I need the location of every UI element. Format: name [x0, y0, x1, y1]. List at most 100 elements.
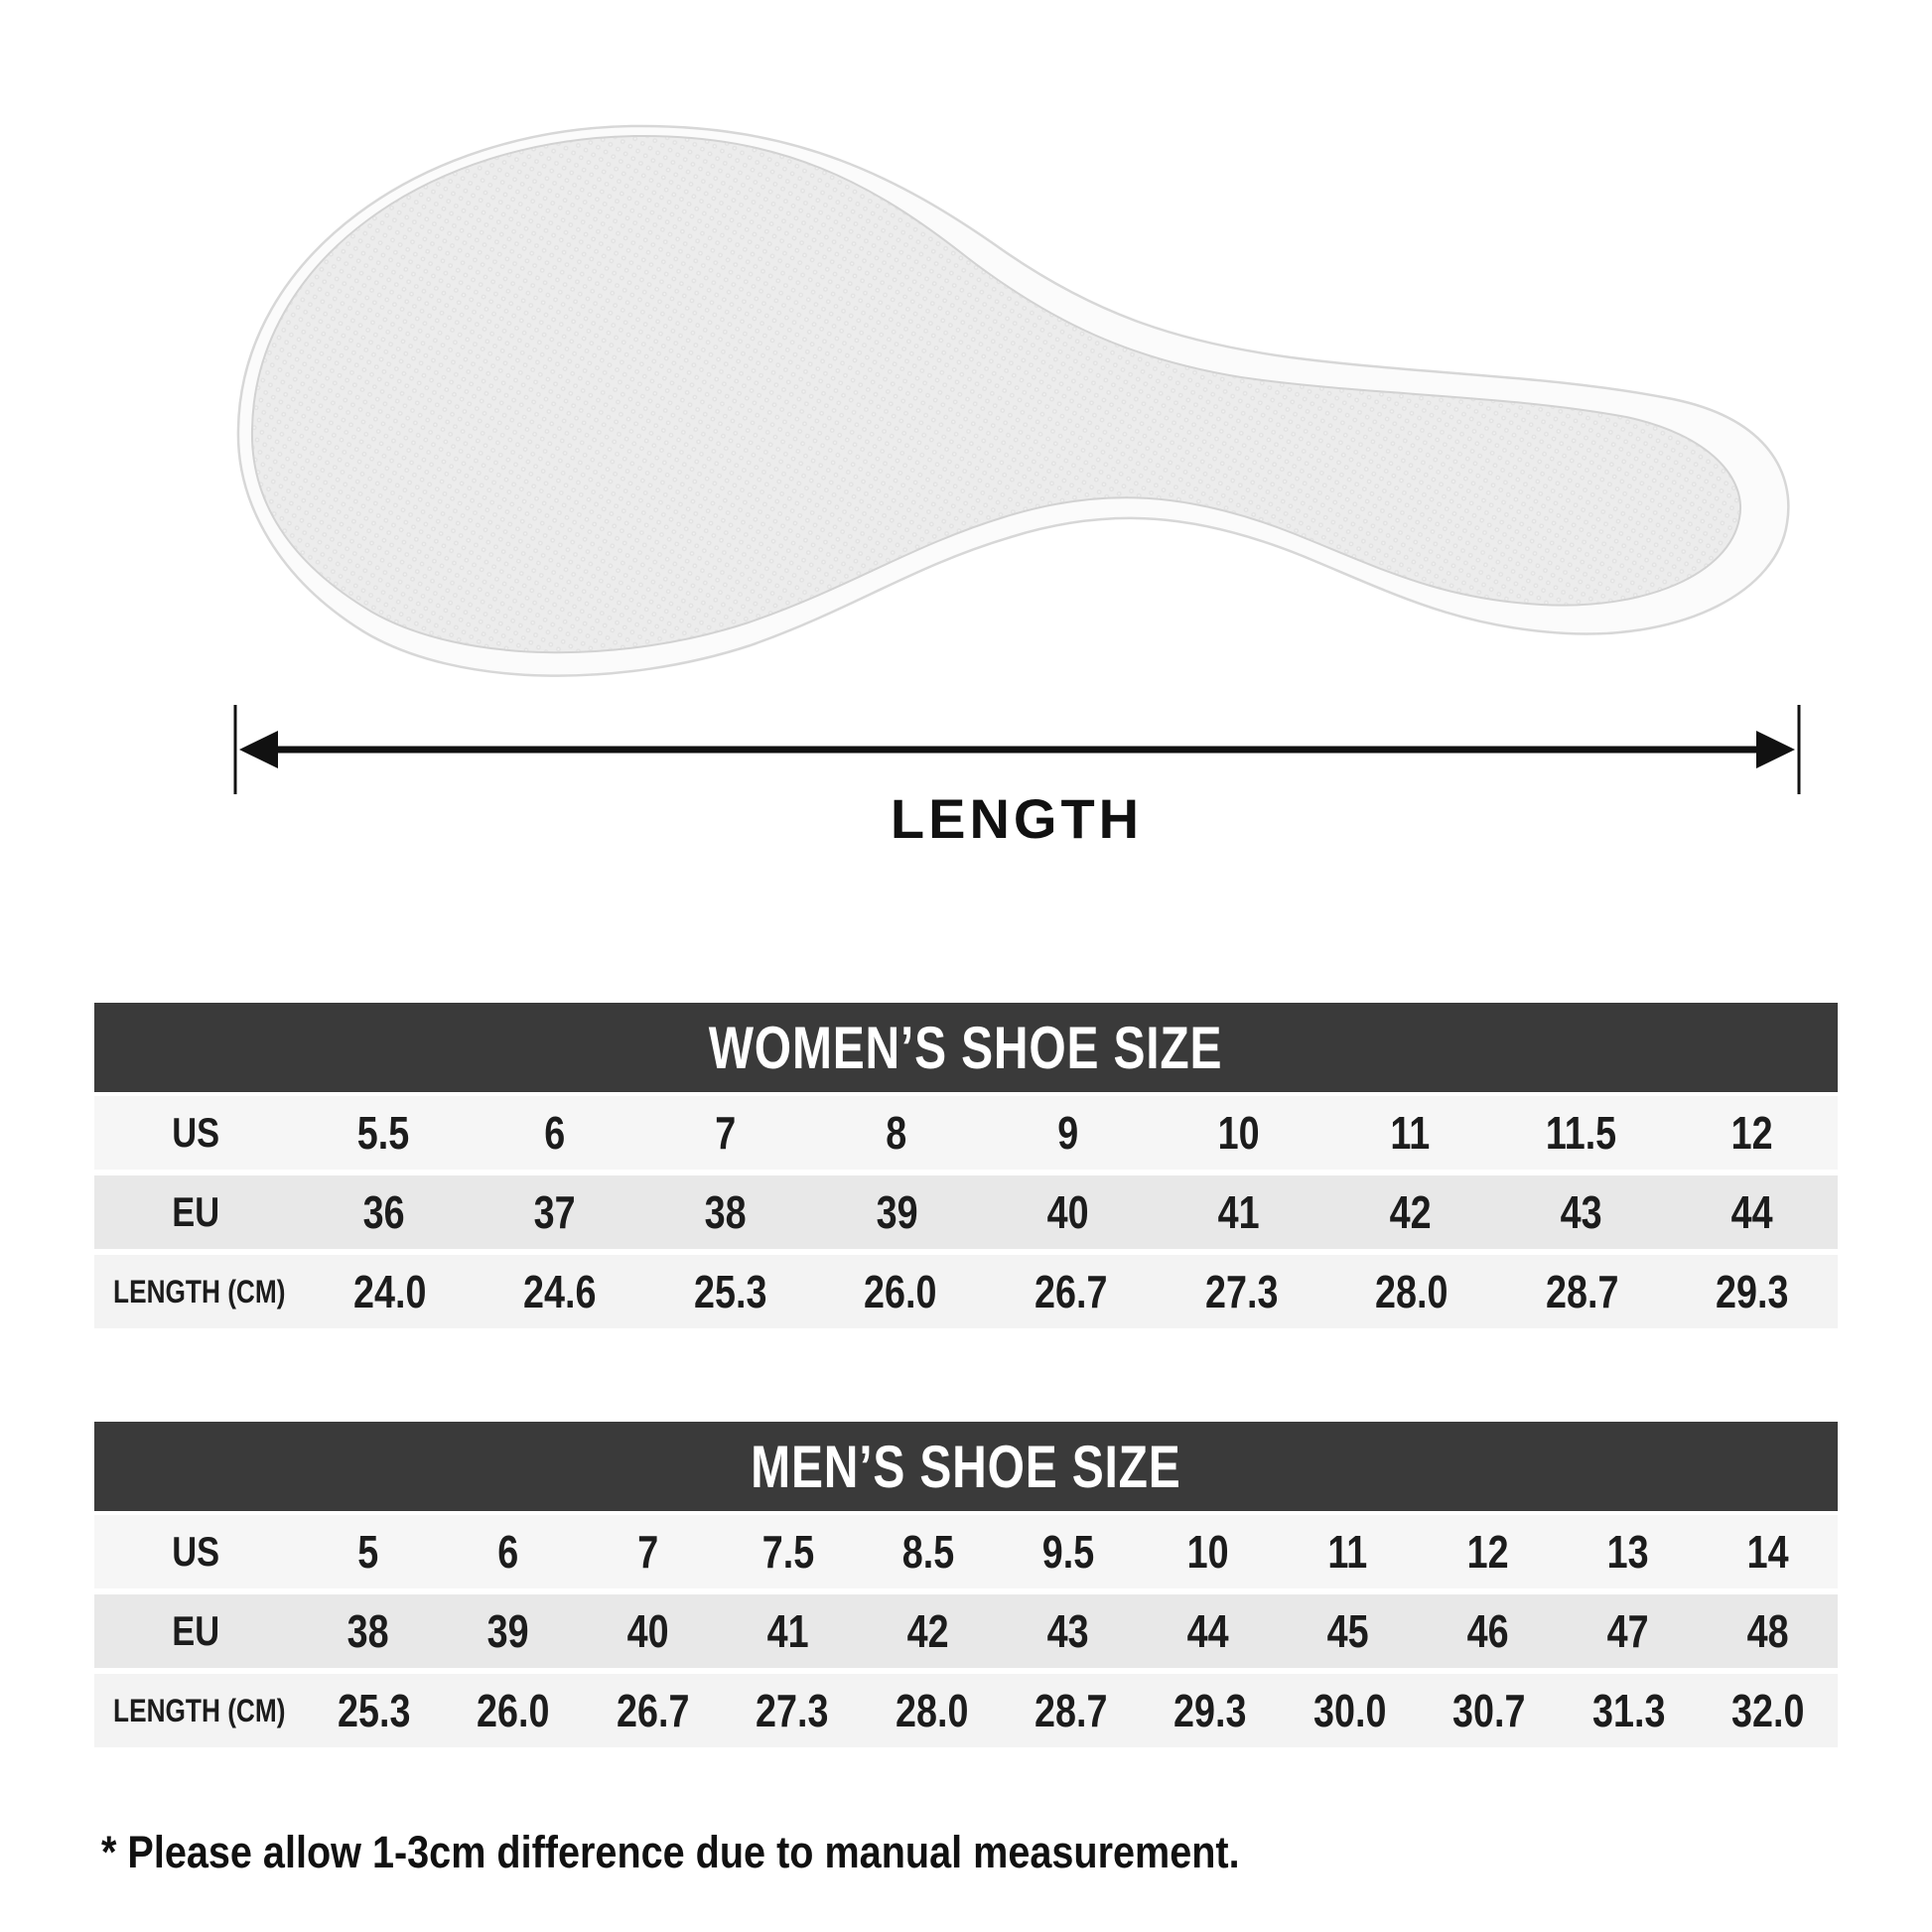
size-cell-text: 8.5	[901, 1526, 954, 1578]
table-row: EU 36 37 38 39 40 41 42 43 44	[94, 1175, 1838, 1249]
size-cell-text: 11.5	[1545, 1107, 1617, 1159]
size-cell-text: 5.5	[356, 1107, 410, 1159]
size-cell-text: 27.3	[756, 1685, 829, 1736]
size-cell-text: 26.7	[1035, 1266, 1108, 1317]
size-cell-text: 43	[1046, 1605, 1089, 1657]
row-label: EU	[94, 1188, 298, 1236]
size-cell-text: 6	[543, 1107, 565, 1159]
size-cell-text: 38	[704, 1186, 747, 1238]
size-cell: 39	[811, 1185, 982, 1239]
size-cell: 11	[1324, 1106, 1495, 1160]
size-cell: 29.3	[1141, 1684, 1280, 1737]
size-cell-text: 9	[1056, 1107, 1078, 1159]
insole-image	[0, 0, 1932, 755]
size-cell: 37	[469, 1185, 639, 1239]
arrow-head-right	[1756, 731, 1795, 768]
size-cell: 7.5	[718, 1525, 858, 1579]
size-cell-text: 40	[1046, 1186, 1089, 1238]
size-cell: 45	[1278, 1604, 1418, 1658]
size-cell: 9	[982, 1106, 1153, 1160]
size-cell-text: 41	[766, 1605, 809, 1657]
double-arrow-horizontal-icon	[233, 705, 1801, 794]
size-cell-text: 29.3	[1716, 1266, 1789, 1317]
size-cell: 8	[811, 1106, 982, 1160]
womens-table-title: WOMEN’S SHOE SIZE	[94, 1003, 1838, 1092]
size-cell-text: 25.3	[338, 1685, 411, 1736]
size-cell: 10	[1138, 1525, 1278, 1579]
size-cell-text: 48	[1746, 1605, 1789, 1657]
size-cell: 38	[640, 1185, 811, 1239]
size-cell-text: 27.3	[1204, 1266, 1279, 1317]
size-cell-text: 26.0	[477, 1685, 550, 1736]
size-cell: 32.0	[1699, 1684, 1838, 1737]
size-cell-text: 12	[1466, 1526, 1509, 1578]
size-cell: 26.7	[986, 1265, 1157, 1318]
size-cell: 38	[298, 1604, 438, 1658]
size-cell: 42	[858, 1604, 998, 1658]
size-cell: 44	[1667, 1185, 1838, 1239]
size-cell: 42	[1324, 1185, 1495, 1239]
size-cell: 27.3	[1157, 1265, 1327, 1318]
row-label: LENGTH (CM)	[94, 1693, 305, 1729]
size-cell: 28.0	[862, 1684, 1001, 1737]
size-cell: 40	[578, 1604, 718, 1658]
mens-size-table: MEN’S SHOE SIZE US 5 6 7 7.5 8.5 9.5 10 11 12 13 14…	[94, 1422, 1838, 1753]
size-cell-text: 42	[1389, 1186, 1432, 1238]
mens-table-title-text: MEN’S SHOE SIZE	[751, 1433, 1181, 1500]
size-cell: 10	[1154, 1106, 1324, 1160]
mens-table-title: MEN’S SHOE SIZE	[94, 1422, 1838, 1511]
size-cell-text: 11	[1390, 1107, 1431, 1159]
size-cell: 28.7	[1002, 1684, 1141, 1737]
size-cell: 11	[1278, 1525, 1418, 1579]
size-cell: 6	[438, 1525, 578, 1579]
size-cell: 28.0	[1326, 1265, 1497, 1318]
size-cell-text: 44	[1186, 1605, 1229, 1657]
table-row: LENGTH (CM) 25.3 26.0 26.7 27.3 28.0 28.7 29.3 3…	[94, 1674, 1838, 1747]
size-cell: 5	[298, 1525, 438, 1579]
size-cell: 43	[1495, 1185, 1666, 1239]
table-row: US 5 6 7 7.5 8.5 9.5 10 11 12 13 14	[94, 1515, 1838, 1588]
size-cell-text: 11	[1327, 1526, 1368, 1578]
size-cell: 31.3	[1559, 1684, 1698, 1737]
size-cell-text: 30.7	[1452, 1685, 1526, 1736]
size-cell-text: 46	[1466, 1605, 1509, 1657]
size-cell-text: 25.3	[693, 1266, 767, 1317]
size-cell-text: 40	[626, 1605, 669, 1657]
size-cell-text: 39	[876, 1186, 918, 1238]
size-cell: 39	[438, 1604, 578, 1658]
length-arrow	[0, 695, 1932, 804]
row-label: US	[94, 1528, 298, 1576]
size-cell-text: 37	[533, 1186, 576, 1238]
size-cell: 9.5	[998, 1525, 1138, 1579]
womens-size-table: WOMEN’S SHOE SIZE US 5.5 6 7 8 9 10 11 11.5 12 EU 3…	[94, 1003, 1838, 1334]
size-cell-text: 43	[1560, 1186, 1602, 1238]
table-row: US 5.5 6 7 8 9 10 11 11.5 12	[94, 1096, 1838, 1170]
size-cell: 27.3	[723, 1684, 862, 1737]
size-cell-text: 6	[497, 1526, 518, 1578]
size-cell-text: 31.3	[1591, 1685, 1666, 1736]
size-cell-text: 36	[362, 1186, 405, 1238]
size-cell: 26.0	[815, 1265, 986, 1318]
size-cell: 8.5	[858, 1525, 998, 1579]
size-cell: 43	[998, 1604, 1138, 1658]
size-cell: 47	[1558, 1604, 1698, 1658]
size-cell: 11.5	[1495, 1106, 1666, 1160]
size-cell-text: 7.5	[761, 1526, 814, 1578]
size-cell-text: 24.6	[523, 1266, 597, 1317]
size-cell: 44	[1138, 1604, 1278, 1658]
size-cell: 41	[1154, 1185, 1324, 1239]
size-cell-text: 9.5	[1041, 1526, 1094, 1578]
size-cell-text: 39	[486, 1605, 529, 1657]
size-cell: 7	[640, 1106, 811, 1160]
size-cell-text: 32.0	[1731, 1685, 1805, 1736]
size-cell: 24.6	[475, 1265, 645, 1318]
size-cell: 12	[1418, 1525, 1558, 1579]
size-cell-text: 30.0	[1312, 1685, 1387, 1736]
shoe-insole-top-view	[236, 124, 1790, 677]
size-cell: 12	[1667, 1106, 1838, 1160]
row-label-text: LENGTH (CM)	[113, 1692, 286, 1728]
womens-table-rows: US 5.5 6 7 8 9 10 11 11.5 12 EU 36 37 38 39 40 41 42 43 44 L…	[94, 1096, 1838, 1328]
size-cell-text: 5	[357, 1526, 378, 1578]
size-cell-text: 28.0	[895, 1685, 969, 1736]
